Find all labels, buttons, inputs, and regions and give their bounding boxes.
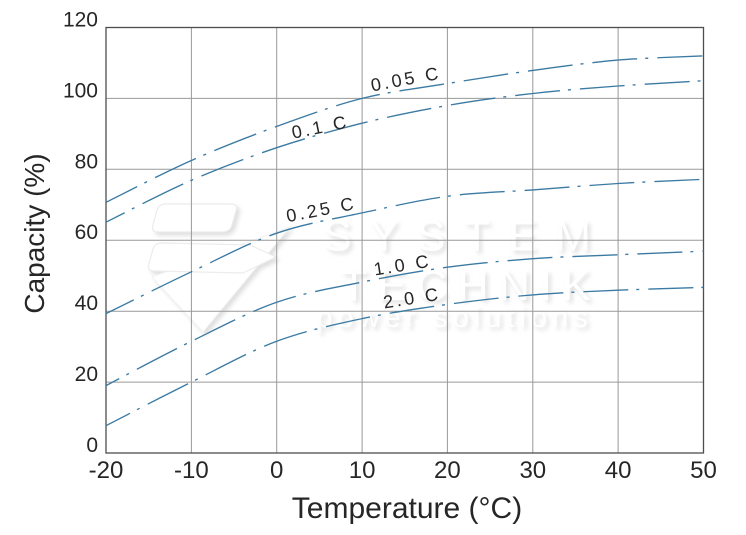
svg-text:10: 10 [349,457,376,484]
svg-text:0: 0 [86,434,98,457]
svg-text:100: 100 [63,79,98,102]
svg-text:-10: -10 [174,457,209,484]
svg-text:Temperature (°C): Temperature (°C) [292,492,522,525]
svg-text:30: 30 [519,457,546,484]
svg-text:40: 40 [605,457,632,484]
svg-text:80: 80 [75,150,98,173]
svg-text:40: 40 [75,292,98,315]
svg-text:20: 20 [75,363,98,386]
svg-text:-20: -20 [89,457,124,484]
svg-text:0: 0 [270,457,283,484]
svg-text:20: 20 [434,457,461,484]
svg-text:120: 120 [63,9,98,32]
svg-text:50: 50 [690,457,717,484]
svg-text:60: 60 [75,221,98,244]
svg-text:SYSTEM: SYSTEM [323,213,609,261]
svg-text:power solutions: power solutions [316,302,593,334]
svg-text:Capacity (%): Capacity (%) [19,153,50,313]
